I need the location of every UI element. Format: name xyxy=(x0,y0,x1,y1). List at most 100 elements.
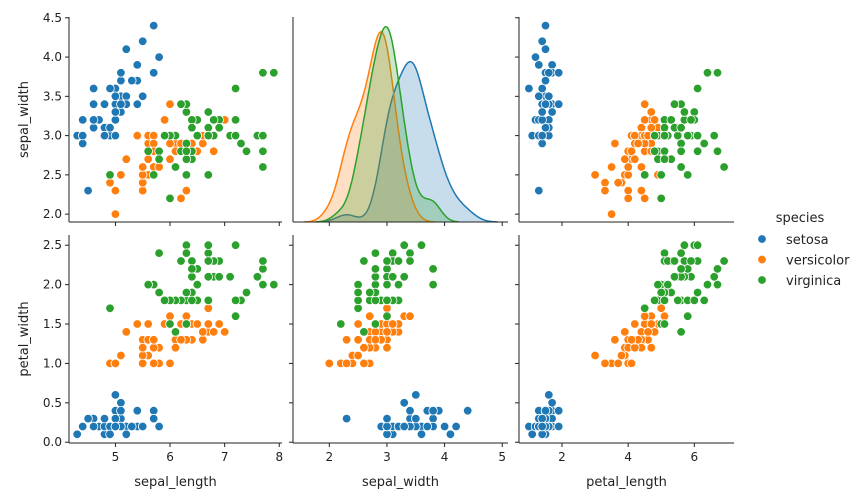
point-virginica xyxy=(225,272,235,282)
point-versicolor xyxy=(405,311,415,321)
point-setosa xyxy=(382,413,392,424)
point-setosa xyxy=(554,68,564,78)
point-versicolor xyxy=(105,177,115,188)
y-tick-label: 3.0 xyxy=(43,129,62,143)
point-virginica xyxy=(154,248,164,258)
point-virginica xyxy=(649,146,660,157)
point-setosa xyxy=(540,20,551,31)
point-versicolor xyxy=(148,130,159,141)
point-versicolor xyxy=(137,358,148,369)
point-virginica xyxy=(388,248,398,258)
point-versicolor xyxy=(148,343,159,353)
y-tick-label: 1.0 xyxy=(43,356,62,370)
point-virginica xyxy=(428,264,438,274)
point-versicolor xyxy=(382,303,392,314)
legend-label-versicolor: versicolor xyxy=(786,254,850,269)
point-versicolor xyxy=(132,319,143,329)
point-virginica xyxy=(353,295,363,306)
point-virginica xyxy=(214,272,224,282)
x-axis-label: sepal_width xyxy=(362,475,439,490)
point-versicolor xyxy=(148,138,159,149)
point-virginica xyxy=(176,256,186,266)
x-axis-label: sepal_length xyxy=(134,475,217,490)
point-virginica xyxy=(203,272,214,282)
point-virginica xyxy=(258,68,268,78)
point-virginica xyxy=(181,287,192,298)
point-versicolor xyxy=(620,154,630,164)
point-versicolor xyxy=(132,130,143,141)
point-setosa xyxy=(110,390,121,400)
legend-marker-setosa xyxy=(757,234,767,244)
legend-label-virginica: virginica xyxy=(786,274,841,289)
point-virginica xyxy=(663,279,673,290)
point-virginica xyxy=(712,146,723,157)
point-versicolor xyxy=(324,358,335,369)
point-setosa xyxy=(77,421,88,432)
point-setosa xyxy=(88,115,99,125)
point-setosa xyxy=(547,60,557,70)
point-versicolor xyxy=(137,170,148,180)
point-setosa xyxy=(88,99,99,109)
point-virginica xyxy=(241,146,252,157)
point-versicolor xyxy=(610,335,620,345)
point-versicolor xyxy=(643,327,653,337)
point-versicolor xyxy=(353,335,363,345)
point-virginica xyxy=(669,272,680,282)
point-setosa xyxy=(127,421,137,432)
point-virginica xyxy=(269,68,279,78)
point-setosa xyxy=(540,406,551,416)
point-setosa xyxy=(88,83,99,94)
point-virginica xyxy=(679,240,690,250)
point-setosa xyxy=(77,130,88,141)
point-setosa xyxy=(110,130,121,141)
point-versicolor xyxy=(630,154,640,164)
x-tick-label: 6 xyxy=(690,450,698,464)
point-versicolor xyxy=(198,138,208,149)
point-versicolor xyxy=(176,193,186,204)
point-versicolor xyxy=(636,122,647,133)
point-setosa xyxy=(121,429,132,440)
point-versicolor xyxy=(214,319,224,329)
point-virginica xyxy=(258,162,268,172)
point-versicolor xyxy=(219,327,230,337)
point-versicolor xyxy=(659,311,670,321)
point-setosa xyxy=(537,421,547,432)
point-virginica xyxy=(712,68,723,78)
point-virginica xyxy=(676,162,686,172)
x-tick-label: 4 xyxy=(624,450,632,464)
point-setosa xyxy=(527,429,537,440)
point-virginica xyxy=(649,295,660,306)
point-versicolor xyxy=(203,319,214,329)
point-virginica xyxy=(649,130,660,141)
point-virginica xyxy=(382,256,392,266)
point-virginica xyxy=(353,287,363,298)
point-virginica xyxy=(230,311,241,321)
point-versicolor xyxy=(198,327,208,337)
x-tick-label: 3 xyxy=(383,450,391,464)
point-versicolor xyxy=(137,185,148,196)
point-virginica xyxy=(686,115,696,125)
point-virginica xyxy=(252,272,263,282)
point-virginica xyxy=(203,248,214,258)
point-versicolor xyxy=(630,343,640,353)
point-virginica xyxy=(388,272,398,282)
point-versicolor xyxy=(208,327,219,337)
point-setosa xyxy=(554,99,564,109)
point-virginica xyxy=(203,256,214,266)
point-setosa xyxy=(121,44,132,54)
point-setosa xyxy=(534,91,544,102)
point-setosa xyxy=(99,99,110,109)
point-setosa xyxy=(110,115,121,125)
point-setosa xyxy=(445,429,456,440)
point-virginica xyxy=(656,193,666,204)
point-versicolor xyxy=(600,358,610,369)
point-versicolor xyxy=(181,185,192,196)
point-versicolor xyxy=(165,311,175,321)
point-virginica xyxy=(230,83,241,94)
kde-fill-virginica xyxy=(315,26,459,222)
point-virginica xyxy=(673,130,683,141)
legend-marker-versicolor xyxy=(757,254,767,265)
point-virginica xyxy=(154,146,164,157)
point-virginica xyxy=(181,146,192,157)
point-virginica xyxy=(673,295,683,306)
